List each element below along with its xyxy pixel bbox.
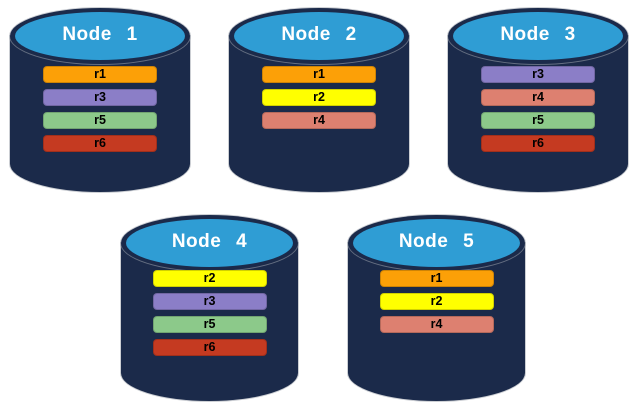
node-3-replica-bar-r6: r6: [481, 135, 595, 152]
cylinder-cap-rim: Node 1: [10, 8, 190, 64]
node-1-cylinder: Node 1 r1 r3 r5 r6: [10, 8, 190, 192]
node-4-replica-bar-r3: r3: [152, 293, 267, 310]
replica-bar-list: r1 r2 r4: [348, 270, 525, 333]
node-label: Node 3: [500, 24, 576, 45]
node-3-replica-bar-r5: r5: [481, 112, 595, 129]
node-1-replica-bar-r3: r3: [43, 89, 157, 106]
node-3-cylinder: Node 3 r3 r4 r5 r6: [448, 8, 628, 192]
node-1-replica-bar-r5: r5: [43, 112, 157, 129]
node-4-replica-bar-r2: r2: [152, 270, 267, 287]
node-2-replica-bar-r2: r2: [262, 89, 376, 106]
cylinder-cap-rim: Node 4: [121, 215, 298, 271]
node-2-replica-bar-r4: r4: [262, 112, 376, 129]
cylinder-cap-rim: Node 5: [348, 215, 525, 271]
node-1-replica-bar-r6: r6: [43, 135, 157, 152]
node-label: Node 5: [398, 231, 475, 252]
node-3-replica-bar-r3: r3: [481, 66, 595, 83]
replica-bar-list: r2 r3 r5 r6: [121, 270, 298, 356]
cylinder-cap-face: Node 5: [353, 219, 520, 267]
cylinder-cap-face: Node 4: [126, 219, 293, 267]
node-5-replica-bar-r1: r1: [379, 270, 494, 287]
cylinder-cap-rim: Node 2: [229, 8, 409, 64]
node-5-replica-bar-r4: r4: [379, 316, 494, 333]
node-4-cylinder: Node 4 r2 r3 r5 r6: [121, 215, 298, 401]
replica-bar-list: r1 r3 r5 r6: [10, 66, 190, 152]
node-4-replica-bar-r5: r5: [152, 316, 267, 333]
cylinder-cap-face: Node 3: [453, 12, 623, 60]
node-row-top: Node 1 r1 r3 r5 r6 Node 2 r1 r2 r4 Node 3 r3 r…: [0, 0, 638, 192]
replica-bar-list: r1 r2 r4: [229, 66, 409, 129]
node-label: Node 2: [281, 24, 357, 45]
replica-bar-list: r3 r4 r5 r6: [448, 66, 628, 152]
cylinder-cap-face: Node 1: [15, 12, 185, 60]
node-2-cylinder: Node 2 r1 r2 r4: [229, 8, 409, 192]
node-2-replica-bar-r1: r1: [262, 66, 376, 83]
node-5-cylinder: Node 5 r1 r2 r4: [348, 215, 525, 401]
node-label: Node 4: [171, 231, 248, 252]
cylinder-cap-rim: Node 3: [448, 8, 628, 64]
node-label: Node 1: [62, 24, 138, 45]
node-4-replica-bar-r6: r6: [152, 339, 267, 356]
node-1-replica-bar-r1: r1: [43, 66, 157, 83]
node-row-bottom: Node 4 r2 r3 r5 r6 Node 5 r1 r2 r4: [4, 215, 638, 401]
cylinder-cap-face: Node 2: [234, 12, 404, 60]
node-5-replica-bar-r2: r2: [379, 293, 494, 310]
node-3-replica-bar-r4: r4: [481, 89, 595, 106]
